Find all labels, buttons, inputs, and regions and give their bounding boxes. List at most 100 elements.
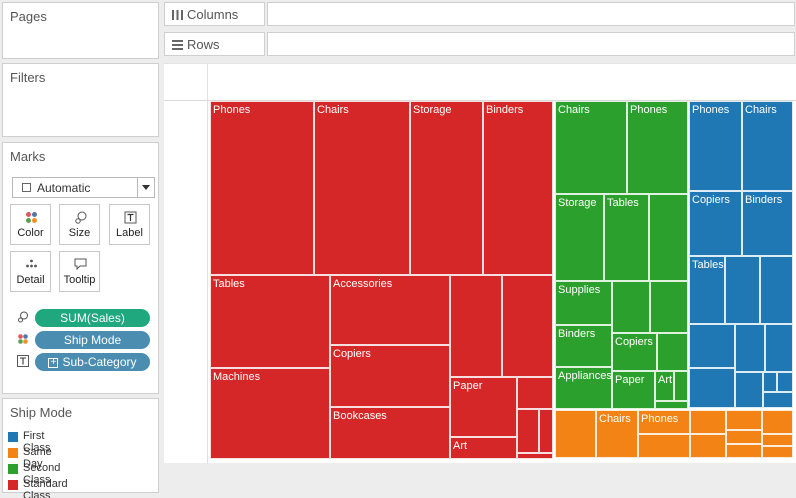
treemap-cell[interactable]: Copiers (689, 191, 742, 256)
treemap-cell[interactable] (612, 281, 650, 333)
treemap-cell-label: Art (658, 374, 673, 386)
color-button[interactable]: Color (10, 204, 51, 245)
rows-shelf-drop-zone[interactable] (267, 32, 795, 56)
detail-button[interactable]: Detail (10, 251, 51, 292)
treemap-cell[interactable]: Binders (742, 191, 793, 256)
chevron-down-icon[interactable] (137, 178, 154, 197)
expand-plus-icon[interactable]: + (48, 357, 59, 368)
treemap-cell[interactable]: Storage (410, 101, 483, 275)
size-button[interactable]: Size (59, 204, 100, 245)
treemap-cell-label: Machines (213, 371, 261, 383)
treemap-cell[interactable] (735, 324, 765, 372)
treemap-cell[interactable] (726, 410, 762, 430)
treemap-cell[interactable]: Copiers (612, 333, 657, 371)
treemap-cell-label: Phones (641, 413, 679, 425)
treemap-cell[interactable]: Binders (555, 325, 612, 367)
treemap-cell[interactable] (762, 410, 793, 434)
treemap-cell[interactable]: Phones (210, 101, 314, 275)
treemap-cell[interactable]: Supplies (555, 281, 612, 325)
treemap-cell[interactable] (726, 430, 762, 444)
treemap-cell[interactable] (763, 392, 793, 408)
treemap-cell[interactable]: Chairs (596, 410, 638, 458)
treemap-cell[interactable]: Chairs (314, 101, 410, 275)
row-header-divider (207, 101, 208, 464)
treemap-cell[interactable] (690, 434, 726, 458)
treemap-cell-label: Binders (745, 194, 783, 206)
treemap-cell-label: Copiers (333, 348, 371, 360)
treemap-cell-label: Chairs (558, 104, 590, 116)
columns-shelf-drop-zone[interactable] (267, 2, 795, 26)
treemap-cell[interactable]: Binders (483, 101, 553, 275)
treemap-cell[interactable]: Phones (689, 101, 742, 191)
treemap-cell[interactable]: Copiers (330, 345, 450, 407)
treemap-cell[interactable] (760, 256, 793, 324)
rows-label: Rows (187, 37, 220, 52)
treemap-cell[interactable] (517, 377, 553, 409)
treemap-cell[interactable] (726, 444, 762, 458)
ship-mode-pill[interactable]: Ship Mode (35, 331, 150, 349)
treemap-cell[interactable] (735, 372, 763, 408)
treemap-cell-label: Phones (630, 104, 668, 116)
treemap-cell[interactable]: Chairs (742, 101, 793, 191)
treemap-cell-label: Tables (607, 197, 639, 209)
treemap-cell[interactable] (655, 401, 688, 409)
treemap-cell[interactable]: Storage (555, 194, 604, 281)
detail-button-label: Detail (16, 274, 45, 286)
treemap-cell[interactable]: Appliances (555, 367, 612, 409)
treemap-cell[interactable]: Phones (627, 101, 688, 194)
treemap-cell[interactable]: Tables (210, 275, 330, 368)
treemap-cell-label: Art (453, 440, 468, 452)
treemap-cell[interactable] (690, 410, 726, 434)
label-button[interactable]: Label (109, 204, 150, 245)
treemap-cell[interactable] (555, 410, 596, 458)
treemap-cell-label: Appliances (558, 370, 612, 382)
treemap-cell-label: Binders (558, 328, 596, 340)
size-encoding-icon (18, 311, 28, 323)
treemap-cell[interactable] (638, 434, 690, 458)
rows-shelf-label: Rows (164, 32, 265, 56)
legend-label: Standard Class (23, 478, 68, 498)
treemap-cell[interactable]: Art (655, 371, 674, 401)
treemap-cell[interactable]: Paper (450, 377, 517, 437)
treemap-cell[interactable] (502, 275, 553, 377)
treemap-cell[interactable] (689, 324, 735, 368)
legend-label: First Class (23, 430, 51, 454)
treemap-cell[interactable]: Art (450, 437, 517, 459)
mark-type-value: Automatic (37, 181, 91, 195)
treemap-cell[interactable] (762, 434, 793, 446)
treemap-cell-label: Paper (453, 380, 483, 392)
treemap-cell[interactable] (539, 409, 553, 453)
treemap-cell[interactable]: Paper (612, 371, 655, 409)
treemap-cell[interactable]: Phones (638, 410, 690, 434)
treemap-cell[interactable] (517, 409, 539, 453)
treemap-cell[interactable] (762, 446, 793, 458)
treemap-cell[interactable]: Bookcases (330, 407, 450, 459)
treemap-cell[interactable] (657, 333, 688, 371)
treemap-cell[interactable] (765, 324, 793, 372)
treemap-cell[interactable] (674, 371, 688, 401)
treemap[interactable]: Phones Chairs Storage Binders Tables Accessor… (210, 101, 794, 459)
label-encoding-icon (17, 355, 29, 367)
treemap-cell[interactable]: Tables (689, 256, 725, 324)
treemap-cell[interactable] (763, 372, 777, 392)
mark-type-dropdown[interactable]: Automatic (12, 177, 155, 198)
treemap-cell[interactable] (450, 275, 502, 377)
treemap-cell[interactable]: Chairs (555, 101, 627, 194)
treemap-cell[interactable]: Machines (210, 368, 330, 459)
filters-card[interactable]: Filters (2, 63, 159, 137)
color-encoding-icon (18, 334, 28, 344)
sum-sales-pill[interactable]: SUM(Sales) (35, 309, 150, 327)
treemap-cell[interactable] (517, 453, 553, 459)
treemap-cell[interactable] (689, 368, 735, 408)
size-icon (75, 211, 87, 224)
legend-label: Same Day (23, 446, 52, 470)
treemap-cell[interactable]: Accessories (330, 275, 450, 345)
treemap-cell[interactable] (725, 256, 760, 324)
pages-card[interactable]: Pages (2, 2, 159, 59)
treemap-cell[interactable]: Tables (604, 194, 649, 281)
sub-category-pill[interactable]: + Sub-Category (35, 353, 150, 371)
treemap-cell[interactable] (650, 281, 688, 333)
treemap-cell[interactable] (649, 194, 688, 281)
tooltip-button[interactable]: Tooltip (59, 251, 100, 292)
treemap-cell[interactable] (777, 372, 793, 392)
